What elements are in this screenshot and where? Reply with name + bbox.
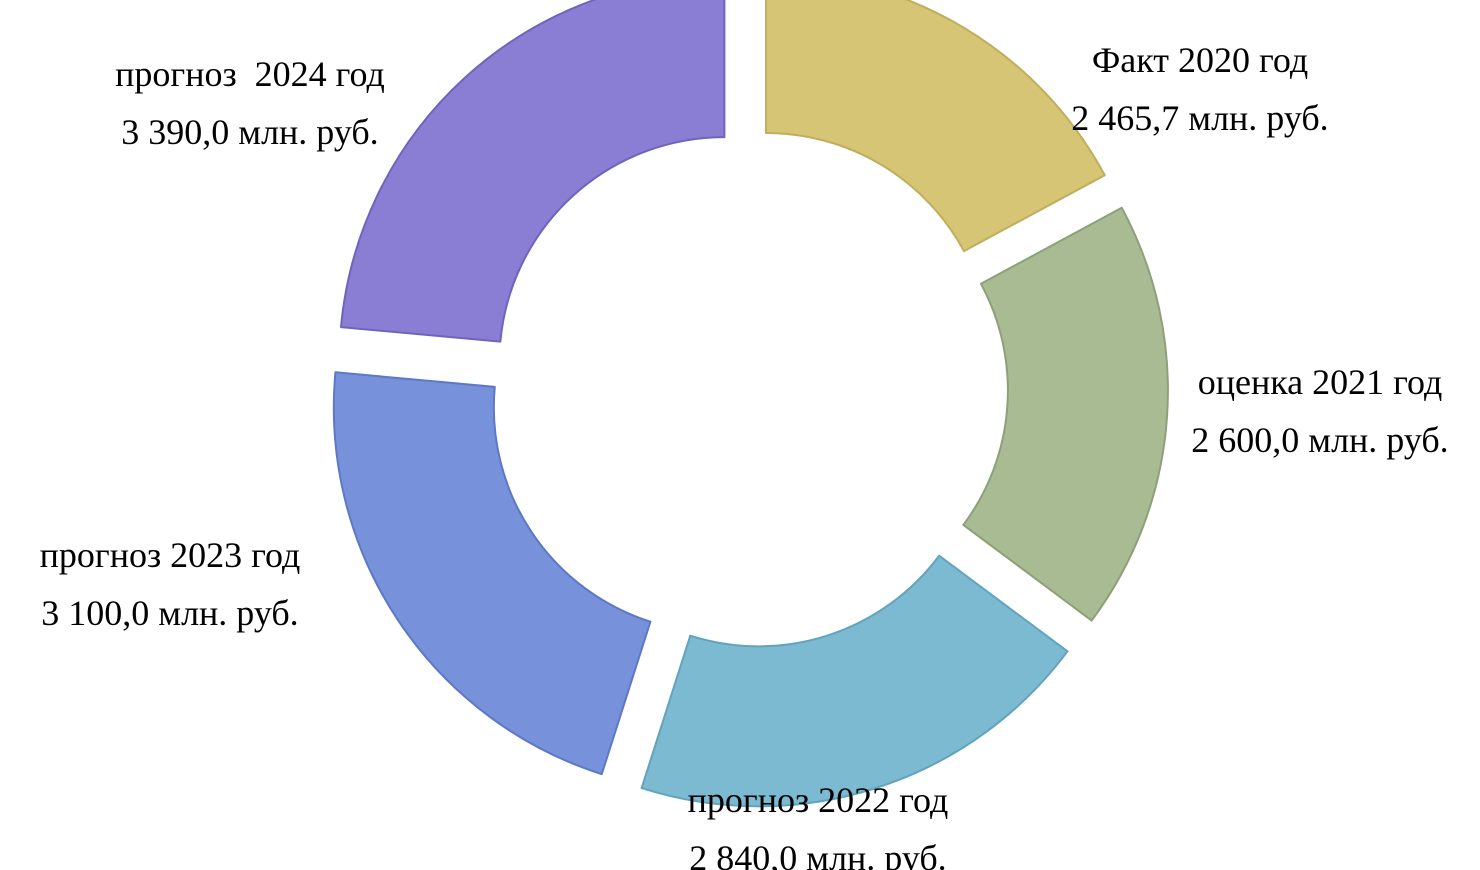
slice-category-label: оценка 2021 год	[1198, 362, 1443, 402]
pie-slice-2	[962, 206, 1169, 622]
slice-label-5: прогноз 2024 год 3 390,0 млн. руб.	[115, 54, 385, 152]
slice-category-label: прогноз 2022 год	[688, 780, 949, 820]
slice-label-1: Факт 2020 год 2 465,7 млн. руб.	[1071, 40, 1328, 138]
pie-slice-1	[764, 0, 1106, 253]
pie-slice-5	[340, 0, 726, 343]
labels-layer: Факт 2020 год 2 465,7 млн. руб. оценка 202…	[40, 40, 1449, 870]
slice-value-label: 3 390,0 млн. руб.	[121, 112, 378, 152]
slice-value-label: 2 600,0 млн. руб.	[1191, 420, 1448, 460]
slice-value-label: 3 100,0 млн. руб.	[41, 593, 298, 633]
slice-category-label: прогноз 2023 год	[40, 535, 301, 575]
pie-slice-3	[640, 554, 1069, 808]
slice-label-2: оценка 2021 год 2 600,0 млн. руб.	[1191, 362, 1448, 460]
slice-value-label: 2 465,7 млн. руб.	[1071, 98, 1328, 138]
slice-category-label: прогноз 2024 год	[115, 54, 385, 94]
pie-slice-4	[332, 371, 652, 776]
slices-layer	[332, 0, 1169, 808]
slice-label-4: прогноз 2023 год 3 100,0 млн. руб.	[40, 535, 301, 633]
slice-category-label: Факт 2020 год	[1092, 40, 1308, 80]
slice-label-3: прогноз 2022 год 2 840,0 млн. руб.	[688, 780, 949, 870]
slice-value-label: 2 840,0 млн. руб.	[689, 838, 946, 870]
